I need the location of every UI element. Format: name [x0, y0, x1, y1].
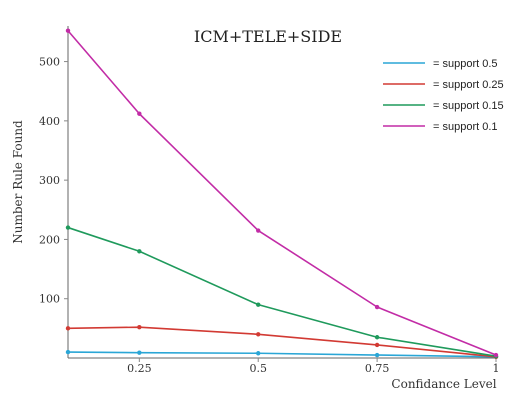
data-point — [374, 352, 380, 358]
data-point — [256, 351, 261, 356]
x-tick-label: 0.25 — [127, 362, 152, 375]
data-point — [65, 349, 71, 355]
y-axis-label: Number Rule Found — [11, 120, 25, 244]
data-point — [374, 342, 380, 348]
series-line-1 — [67, 351, 497, 358]
x-tick-label: 0.75 — [365, 362, 390, 375]
legend-label: = support 0.5 — [433, 58, 498, 70]
y-tick-label: 400 — [39, 115, 60, 128]
y-tick-label: 300 — [39, 174, 60, 187]
data-point — [374, 335, 380, 340]
legend: = support 0.5 = support 0.25 = support 0.1… — [383, 58, 504, 133]
data-point — [137, 350, 142, 355]
data-point — [256, 228, 261, 233]
data-point — [137, 249, 142, 254]
chart-title: ICM+TELE+SIDE — [194, 27, 342, 46]
data-point — [137, 324, 142, 330]
x-axis-label: Confidance Level — [391, 377, 496, 391]
legend-label: = support 0.15 — [433, 100, 504, 112]
legend-label: = support 0.25 — [433, 79, 504, 91]
legend-label: = support 0.1 — [433, 121, 498, 133]
data-point — [65, 326, 71, 331]
x-tick-label: 1 — [493, 362, 500, 375]
data-point — [65, 225, 71, 230]
y-tick-label: 200 — [39, 233, 60, 246]
y-tick-label: 500 — [39, 56, 60, 69]
x-tick-label: 0.5 — [249, 362, 267, 375]
x-axis-ticks: 0.25 0.5 0.75 1 — [127, 358, 500, 375]
data-point — [256, 332, 261, 337]
data-point — [256, 302, 261, 307]
series-line-4 — [67, 30, 497, 356]
data-point — [137, 111, 142, 116]
y-tick-label: 100 — [39, 293, 60, 306]
data-point — [65, 28, 71, 33]
y-axis-ticks: 100 200 300 400 500 — [39, 56, 68, 306]
data-point — [374, 304, 380, 310]
data-point — [493, 352, 499, 358]
series-layer — [65, 28, 499, 360]
